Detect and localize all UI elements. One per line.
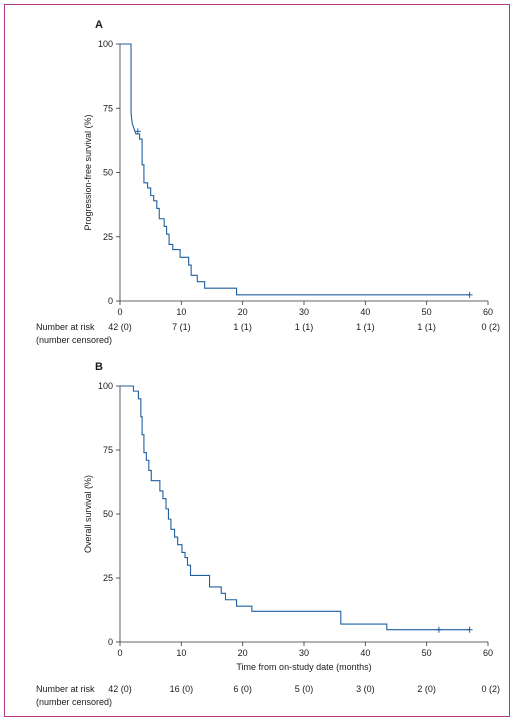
x-tick-label: 30 bbox=[299, 307, 309, 317]
x-tick-label: 20 bbox=[238, 307, 248, 317]
x-tick-label: 50 bbox=[422, 307, 432, 317]
x-tick-label: 40 bbox=[360, 307, 370, 317]
risk-table-value: 1 (1) bbox=[233, 322, 252, 332]
risk-table-value: 1 (1) bbox=[356, 322, 375, 332]
x-tick-label: 10 bbox=[176, 648, 186, 658]
y-tick-label: 25 bbox=[103, 573, 113, 583]
risk-table-sublabel: (number censored) bbox=[36, 697, 112, 707]
y-tick-label: 100 bbox=[98, 381, 113, 391]
panel-label-A: A bbox=[95, 19, 103, 31]
risk-table-value: 42 (0) bbox=[108, 322, 132, 332]
risk-table-value: 2 (0) bbox=[417, 684, 436, 694]
x-tick-label: 60 bbox=[483, 307, 493, 317]
x-axis-label: Time from on-study date (months) bbox=[236, 662, 371, 672]
risk-table-value: 42 (0) bbox=[108, 684, 132, 694]
y-axis-label: Overall survival (%) bbox=[83, 475, 93, 553]
x-tick-label: 0 bbox=[117, 307, 122, 317]
panel-label-B: B bbox=[95, 361, 103, 373]
risk-table-value: 1 (1) bbox=[295, 322, 314, 332]
risk-table-value: 6 (0) bbox=[233, 684, 252, 694]
x-tick-label: 60 bbox=[483, 648, 493, 658]
risk-table-value: 0 (2) bbox=[481, 322, 500, 332]
figure-frame bbox=[4, 4, 510, 717]
risk-table-value: 3 (0) bbox=[356, 684, 375, 694]
risk-table-sublabel: (number censored) bbox=[36, 335, 112, 345]
y-tick-label: 50 bbox=[103, 509, 113, 519]
x-tick-label: 50 bbox=[422, 648, 432, 658]
x-tick-label: 40 bbox=[360, 648, 370, 658]
risk-table-value: 1 (1) bbox=[417, 322, 436, 332]
y-tick-label: 25 bbox=[103, 232, 113, 242]
survival-curve bbox=[120, 43, 470, 296]
x-tick-label: 0 bbox=[117, 648, 122, 658]
risk-table-value: 16 (0) bbox=[170, 684, 194, 694]
risk-table-value: 7 (1) bbox=[172, 322, 191, 332]
x-tick-label: 10 bbox=[176, 307, 186, 317]
risk-table-value: 0 (2) bbox=[481, 684, 500, 694]
y-axis-label: Progression-free survival (%) bbox=[83, 114, 93, 230]
x-tick-label: 30 bbox=[299, 648, 309, 658]
survival-curve bbox=[120, 385, 470, 631]
risk-table-value: 5 (0) bbox=[295, 684, 314, 694]
y-tick-label: 75 bbox=[103, 445, 113, 455]
x-tick-label: 20 bbox=[238, 648, 248, 658]
y-tick-label: 0 bbox=[108, 296, 113, 306]
risk-table-label: Number at risk bbox=[36, 684, 95, 694]
risk-table-label: Number at risk bbox=[36, 322, 95, 332]
y-tick-label: 75 bbox=[103, 103, 113, 113]
y-tick-label: 100 bbox=[98, 39, 113, 49]
y-tick-label: 50 bbox=[103, 168, 113, 178]
y-tick-label: 0 bbox=[108, 637, 113, 647]
